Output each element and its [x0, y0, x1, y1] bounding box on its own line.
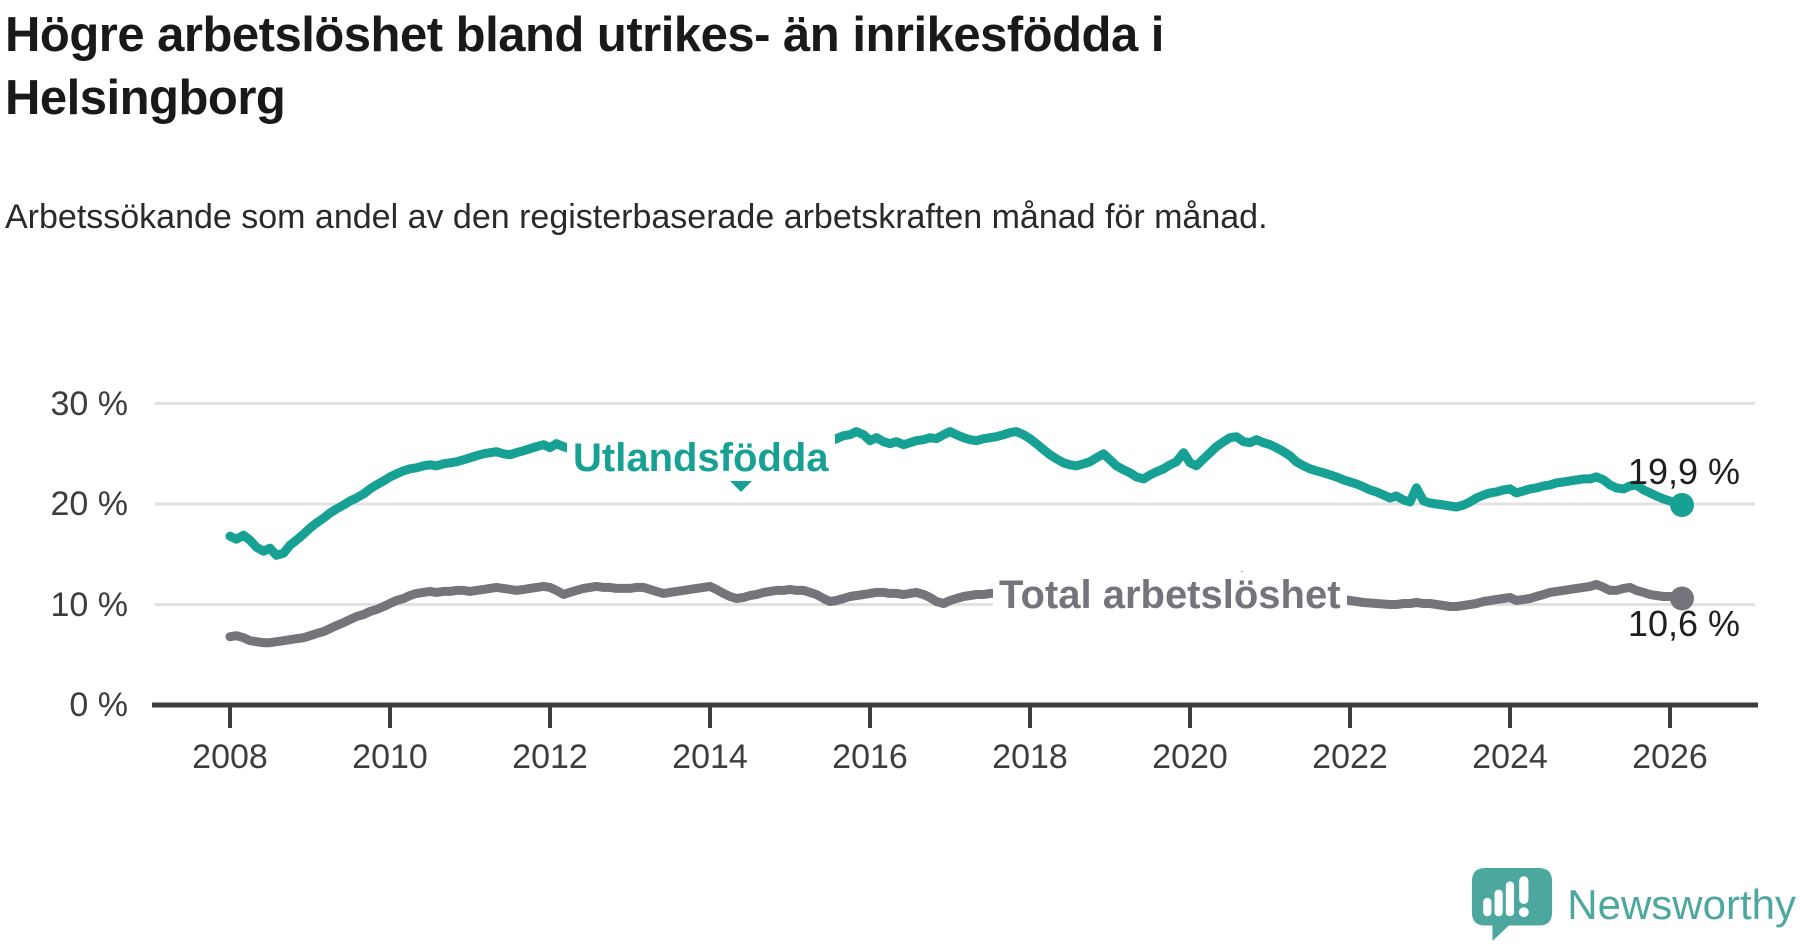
series-end-dot — [1670, 586, 1694, 611]
end-value-label-utlandsfodda: 19,9 % — [1627, 451, 1740, 492]
x-axis-tick-label: 2014 — [672, 738, 748, 776]
series-line-total-arbetsl-shet — [225, 574, 1687, 648]
x-axis-tick-label: 2010 — [352, 738, 428, 776]
series-end-dot — [1670, 493, 1694, 518]
x-axis-tick-label: 2024 — [1472, 738, 1548, 776]
label-pointer-down-icon — [729, 480, 753, 492]
page-title: Högre arbetslöshet bland utrikes- än inr… — [5, 8, 1164, 126]
series-label-utlandsfodda: Utlandsfödda — [567, 435, 835, 481]
x-axis-tick-label: 2022 — [1312, 738, 1388, 776]
newsworthy-logo: Newsworthy — [1471, 868, 1796, 942]
x-axis-tick-label: 2020 — [1152, 738, 1228, 776]
x-axis-tick-label: 2016 — [832, 738, 908, 776]
y-axis-tick-label: 0 % — [69, 686, 128, 724]
x-axis-tick-label: 2008 — [192, 738, 268, 776]
y-axis-tick-label: 10 % — [50, 585, 129, 624]
newsworthy-logo-icon — [1472, 868, 1553, 941]
chart-subtitle: Arbetssökande som andel av den registerb… — [5, 198, 1268, 236]
x-axis-tick-label: 2012 — [512, 738, 588, 776]
newsworthy-logo-text: Newsworthy — [1567, 881, 1796, 928]
end-value-label-total: 10,6 % — [1627, 603, 1740, 644]
y-axis-tick-label: 20 % — [50, 485, 129, 523]
series-label-total-arbetsloshet: Total arbetslöshet — [993, 572, 1347, 618]
x-axis-tick-label: 2018 — [992, 738, 1068, 776]
y-axis-tick-label: 30 % — [50, 384, 129, 423]
x-axis-tick-label: 2026 — [1632, 738, 1708, 776]
series-line-utlandsf-dda — [225, 427, 1687, 560]
